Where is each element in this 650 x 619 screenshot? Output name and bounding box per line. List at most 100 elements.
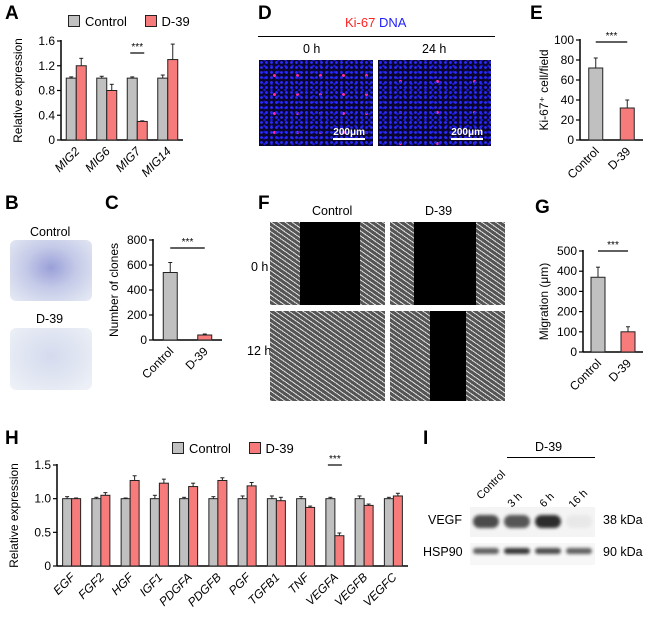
- x-tick-label: MIG2: [52, 144, 83, 175]
- dish-title-d39: D-39: [36, 312, 64, 326]
- panel-label-a: A: [5, 3, 19, 24]
- bar: [71, 498, 82, 567]
- blot-band: [566, 548, 592, 554]
- x-tick-label: D-39: [606, 356, 635, 385]
- significance-mark: ***: [606, 31, 618, 42]
- bar: [157, 77, 169, 141]
- bar: [91, 498, 102, 567]
- bar: [167, 59, 179, 141]
- legend-swatch-control: [172, 442, 184, 454]
- y-tick-label: 0: [140, 333, 147, 347]
- bar: [275, 500, 286, 567]
- time-label-24h: 24 h: [422, 42, 447, 56]
- dish-title-control: Control: [30, 225, 71, 239]
- fluorescence-image-24h: 200μm: [378, 60, 491, 146]
- blot-size-hsp90: 90 kDa: [603, 545, 643, 559]
- y-tick-label: 1.6: [38, 34, 55, 48]
- bar: [296, 498, 307, 567]
- y-tick-label: 200: [557, 305, 577, 319]
- bar: [383, 498, 394, 567]
- legend-a: Control D-39: [68, 14, 190, 29]
- panel-label-i: I: [423, 428, 429, 449]
- fluorescence-image-0h: 200μm: [259, 60, 373, 146]
- legend-h: Control D-39: [172, 441, 294, 456]
- blot-band: [566, 515, 592, 528]
- x-tick-label: Control: [565, 144, 602, 181]
- x-tick-label: FGF2: [75, 570, 107, 602]
- panel-label-b: B: [5, 193, 19, 214]
- legend-swatch-d39: [248, 442, 261, 454]
- group-line: [507, 457, 595, 458]
- bar: [325, 498, 336, 567]
- x-tick-label: MIG14: [139, 144, 175, 180]
- y-tick-label: 400: [557, 264, 577, 278]
- blot-band: [535, 548, 561, 554]
- y-tick-label: 200: [127, 308, 147, 322]
- wound-image-control-0h: [270, 222, 385, 305]
- bar: [334, 535, 345, 567]
- panel-label-e: E: [530, 3, 543, 24]
- legend-d39: D-39: [265, 441, 294, 456]
- y-tick-label: 0.8: [38, 84, 55, 98]
- bar: [197, 334, 213, 341]
- bar: [120, 498, 131, 567]
- y-tick-label: 0: [48, 133, 55, 147]
- stain-dna: DNA: [378, 15, 407, 30]
- y-axis-label: Migration (μm): [537, 263, 551, 341]
- bar: [179, 498, 190, 567]
- y-tick-label: 0.5: [34, 525, 51, 539]
- y-tick-label: 0: [570, 345, 577, 359]
- y-tick-label: 1.0: [34, 492, 51, 506]
- y-tick-label: 0.4: [38, 108, 55, 122]
- colony-dish-control: [10, 240, 92, 301]
- bar: [266, 498, 277, 567]
- bar: [217, 479, 228, 567]
- row-label-0h: 0 h: [251, 260, 269, 274]
- y-tick-label: 0: [44, 559, 51, 573]
- panel-label-c: C: [105, 193, 119, 214]
- x-tick-label: PDGFB: [185, 570, 224, 609]
- wound-image-d39-0h: [390, 222, 505, 305]
- legend-d39: D-39: [161, 14, 190, 29]
- bar: [590, 276, 606, 353]
- western-blot-vegf: [470, 507, 595, 537]
- panel-label-f: F: [258, 193, 270, 214]
- panel-label-h: H: [5, 428, 19, 449]
- y-axis-label: Ki-67⁺ cell/field: [537, 49, 551, 130]
- stain-legend: Ki-67 DNA: [345, 15, 406, 30]
- significance-mark: ***: [329, 454, 341, 465]
- bar: [136, 120, 148, 141]
- y-tick-label: 80: [561, 53, 575, 67]
- y-tick-label: 1.5: [34, 458, 51, 472]
- bar: [619, 107, 635, 141]
- blot-size-vegf: 38 kDa: [603, 513, 643, 527]
- bar: [354, 498, 365, 567]
- y-tick-label: 300: [557, 284, 577, 298]
- bar: [158, 482, 169, 567]
- y-tick-label: 20: [561, 113, 575, 127]
- panel-label-d: D: [258, 3, 272, 24]
- bar: [65, 77, 77, 141]
- bar: [149, 498, 160, 567]
- bar: [96, 77, 108, 141]
- blot-row-label-vegf: VEGF: [428, 513, 463, 527]
- y-axis-label: Number of clones: [107, 243, 121, 337]
- blot-band: [535, 515, 561, 528]
- significance-mark: ***: [131, 42, 143, 53]
- y-tick-label: 500: [557, 244, 577, 258]
- divider-line: [258, 36, 495, 37]
- panel-label-g: G: [535, 197, 550, 218]
- bar: [588, 67, 604, 141]
- wound-image-control-12h: [270, 311, 385, 401]
- bar: [62, 498, 73, 567]
- time-label-0h: 0 h: [303, 42, 321, 56]
- bar: [75, 65, 87, 141]
- significance-mark: ***: [182, 237, 194, 248]
- y-tick-label: 400: [127, 283, 147, 297]
- bar: [100, 494, 111, 567]
- x-tick-label: Control: [139, 344, 176, 381]
- bar: [237, 498, 248, 567]
- y-tick-label: 0: [567, 133, 574, 147]
